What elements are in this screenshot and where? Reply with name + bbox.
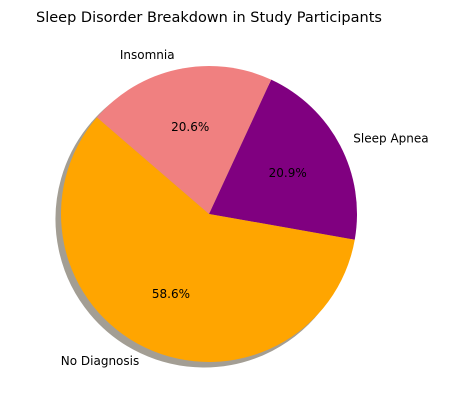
pie-labels: Sleep Apnea 20.9% Insomnia 20.6% No Diagnosi…	[61, 48, 429, 368]
slice-no-diagnosis	[61, 117, 355, 362]
label-sleep-apnea: Sleep Apnea	[353, 132, 428, 146]
pct-insomnia: 20.6%	[171, 120, 209, 134]
slice-sleep-apnea	[209, 79, 358, 240]
pct-sleep-apnea: 20.9%	[269, 166, 307, 180]
pie-slices	[61, 66, 358, 362]
chart-title: Sleep Disorder Breakdown in Study Partic…	[36, 10, 382, 26]
slice-insomnia	[96, 66, 272, 214]
pct-no-diagnosis: 58.6%	[152, 287, 190, 301]
label-insomnia: Insomnia	[120, 48, 175, 62]
label-no-diagnosis: No Diagnosis	[61, 354, 139, 368]
